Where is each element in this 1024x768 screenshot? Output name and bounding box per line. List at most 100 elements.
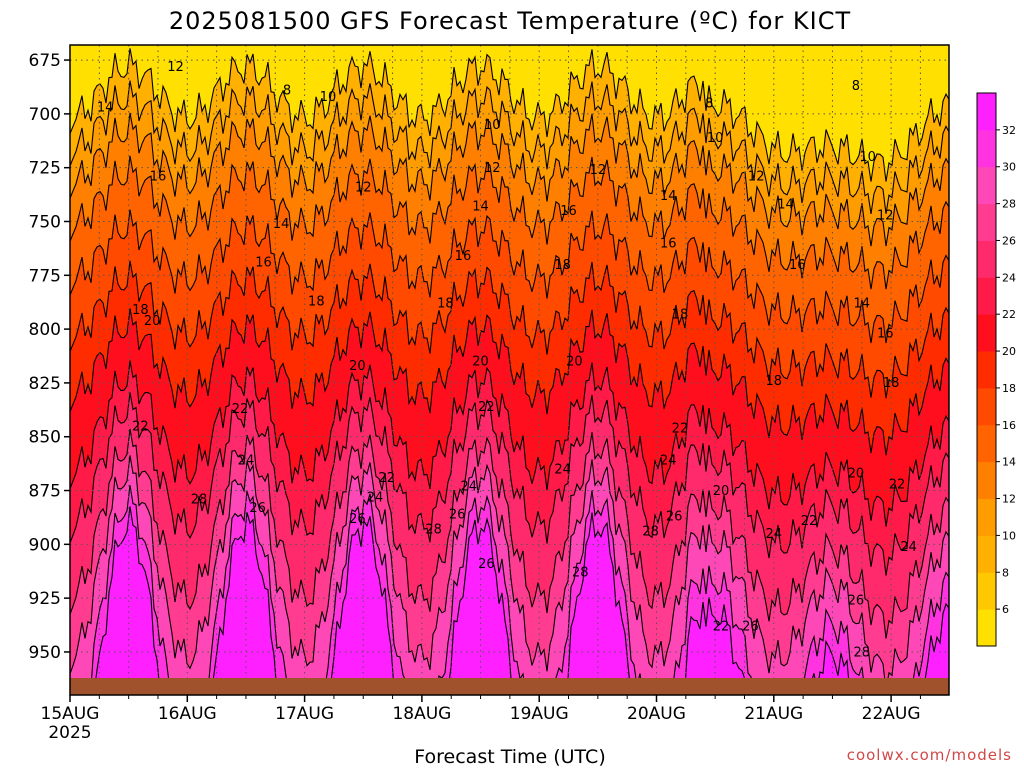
colorbar-segment-32 — [977, 93, 996, 131]
contour-label: 18 — [437, 297, 454, 312]
contour-label: 22 — [713, 619, 730, 634]
colorbar-segment-24 — [977, 240, 996, 278]
contour-label: 12 — [590, 163, 607, 178]
contour-label: 24 — [660, 454, 677, 469]
contour-label: 12 — [877, 208, 894, 223]
contour-label: 10 — [484, 118, 501, 133]
colorbar-segment-28 — [977, 166, 996, 205]
ground-surface — [70, 678, 949, 695]
x-tick-label: 16AUG — [158, 704, 217, 724]
contour-label: 18 — [308, 294, 325, 309]
contour-label: 14 — [97, 101, 114, 116]
contour-label: 20 — [144, 314, 161, 329]
contour-label: 20 — [713, 484, 730, 499]
contour-label: 22 — [889, 477, 906, 492]
credit-text: coolwx.com/models — [847, 746, 1012, 764]
contour-label: 12 — [167, 60, 184, 75]
x-axis: 15AUG 16AUG 17AUG 18AUG 19AUG 20AUG 21AUG 22AUG — [41, 695, 921, 724]
contour-label: 8 — [283, 84, 291, 99]
colorbar-segment-18 — [977, 351, 996, 389]
contour-label: 24 — [900, 540, 917, 555]
contour-12 — [70, 112, 949, 247]
y-tick-label: 925 — [29, 589, 61, 609]
y-tick-label: 850 — [29, 428, 61, 448]
x-tick-label: 15AUG — [41, 704, 100, 724]
contour-label: 10 — [320, 90, 337, 105]
x-tick-label: 22AUG — [862, 704, 921, 724]
band-32 — [70, 506, 949, 695]
contour-label: 26 — [449, 508, 466, 523]
contour-label: 8 — [705, 96, 713, 111]
colorbar-tick-label: 18 — [1002, 382, 1016, 395]
contour-label: 12 — [484, 161, 501, 176]
contour-label: 26 — [666, 510, 683, 525]
colorbar-segment-16 — [977, 387, 996, 426]
contour-label: 28 — [191, 492, 208, 507]
contour-label: 22 — [801, 514, 818, 529]
contour-label: 24 — [554, 462, 571, 477]
contour-label: 26 — [742, 619, 759, 634]
y-tick-label: 700 — [29, 105, 61, 125]
y-tick-label: 900 — [29, 535, 61, 555]
contour-label: 28 — [572, 566, 589, 581]
contour-label: 18 — [883, 376, 900, 391]
y-tick-label: 725 — [29, 159, 61, 179]
contour-label: 26 — [249, 501, 266, 516]
contour-label: 22 — [132, 419, 149, 434]
colorbar-tick-label: 30 — [1002, 161, 1016, 174]
contour-label: 22 — [672, 421, 689, 436]
colorbar-tick-label: 8 — [1002, 566, 1009, 579]
colorbar-frame — [976, 92, 997, 647]
contour-label: 22 — [478, 400, 495, 415]
contour-label: 26 — [478, 557, 495, 572]
contour-label: 18 — [672, 307, 689, 322]
colorbar-segment-4 — [977, 609, 996, 647]
contour-label: 16 — [255, 256, 272, 271]
contour-label: 16 — [789, 258, 806, 273]
contour-label: 14 — [660, 189, 677, 204]
y-tick-label: 950 — [29, 643, 61, 663]
contour-label: 20 — [566, 355, 583, 370]
contour-22 — [70, 360, 949, 527]
y-tick-label: 825 — [29, 374, 61, 394]
contour-24 — [70, 392, 949, 576]
y-tick-label: 675 — [29, 51, 61, 71]
contour-label: 18 — [132, 303, 149, 318]
contour-label: 22 — [232, 402, 249, 417]
x-axis-label: Forecast Time (UTC) — [414, 746, 605, 768]
colorbar-segment-22 — [977, 277, 996, 315]
y-tick-label: 750 — [29, 212, 61, 232]
chart-title: 2025081500 GFS Forecast Temperature (ºC)… — [169, 7, 851, 35]
y-tick-label: 775 — [29, 266, 61, 286]
contour-label: 26 — [848, 594, 865, 609]
contour-label: 22 — [378, 471, 395, 486]
contour-label: 14 — [777, 198, 794, 213]
contour-26 — [70, 428, 949, 639]
colorbar-tick-label: 14 — [1002, 456, 1016, 469]
colorbar-tick-label: 32 — [1002, 124, 1016, 137]
colorbar: 6 8 10 12 14 16 18 20 22 24 26 28 30 32 — [976, 92, 1016, 647]
contour-label: 28 — [642, 525, 659, 540]
colorbar-segment-12 — [977, 461, 996, 500]
contour-label: 24 — [766, 527, 783, 542]
x-tick-label: 17AUG — [275, 704, 334, 724]
contour-label: 16 — [877, 327, 894, 342]
contour-label: 20 — [848, 467, 865, 482]
y-axis: 675 700 725 750 775 800 825 850 875 900 925 950 — [29, 51, 70, 663]
contour-label: 16 — [150, 170, 167, 185]
colorbar-tick-label: 20 — [1002, 345, 1016, 358]
contour-label: 26 — [349, 512, 366, 527]
contour-label: 16 — [455, 249, 472, 264]
contour-label: 28 — [425, 523, 442, 538]
x-axis-year: 2025 — [48, 723, 91, 743]
colorbar-tick-label: 16 — [1002, 419, 1016, 432]
colorbar-segment-14 — [977, 424, 996, 463]
contour-label: 8 — [852, 79, 860, 94]
colorbar-segment-6 — [977, 572, 996, 610]
contour-label: 20 — [349, 359, 366, 374]
x-tick-label: 21AUG — [744, 704, 803, 724]
contour-label: 24 — [367, 490, 384, 505]
grid-lines — [70, 45, 949, 695]
contour-label: 20 — [472, 355, 489, 370]
